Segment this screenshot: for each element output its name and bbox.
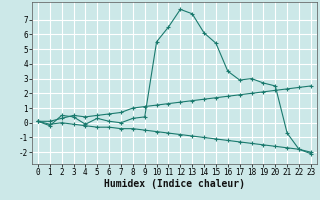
- X-axis label: Humidex (Indice chaleur): Humidex (Indice chaleur): [104, 179, 245, 189]
